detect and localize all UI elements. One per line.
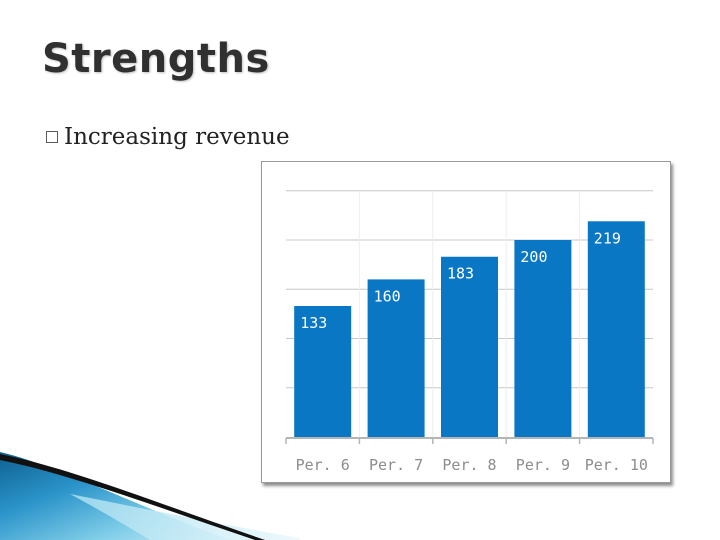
swoosh-dark-stroke (0, 454, 265, 540)
checkbox-bullet-icon (46, 131, 58, 143)
bullet-text: Increasing revenue (64, 124, 290, 150)
x-tick-label-5: Per. 10 (585, 456, 648, 474)
bar-1 (294, 305, 352, 437)
bar-3 (441, 256, 498, 437)
data-label-5: 219 (594, 229, 621, 247)
data-label-1: 133 (300, 314, 327, 332)
decorative-swoosh (0, 452, 300, 540)
bar-4 (514, 240, 572, 437)
slide-title: Strengths (42, 36, 270, 82)
bar-2 (367, 279, 425, 437)
bar-5 (587, 221, 645, 437)
x-tick-label-2: Per. 7 (369, 456, 423, 474)
chart-frame: 133 160 183 200 219 Per. 6 Per. 7 Per. 8 Per. 9 P… (261, 161, 671, 483)
x-tick-label-4: Per. 9 (516, 456, 570, 474)
data-label-2: 160 (374, 287, 401, 305)
x-tick-label-3: Per. 8 (442, 456, 496, 474)
x-tick-label-1: Per. 6 (296, 456, 350, 474)
data-label-4: 200 (520, 248, 547, 266)
bar-chart: 133 160 183 200 219 Per. 6 Per. 7 Per. 8 Per. 9 P… (285, 190, 654, 474)
swoosh-light-band (70, 494, 300, 540)
bullet-item: Increasing revenue (46, 120, 290, 154)
data-label-3: 183 (447, 265, 474, 283)
